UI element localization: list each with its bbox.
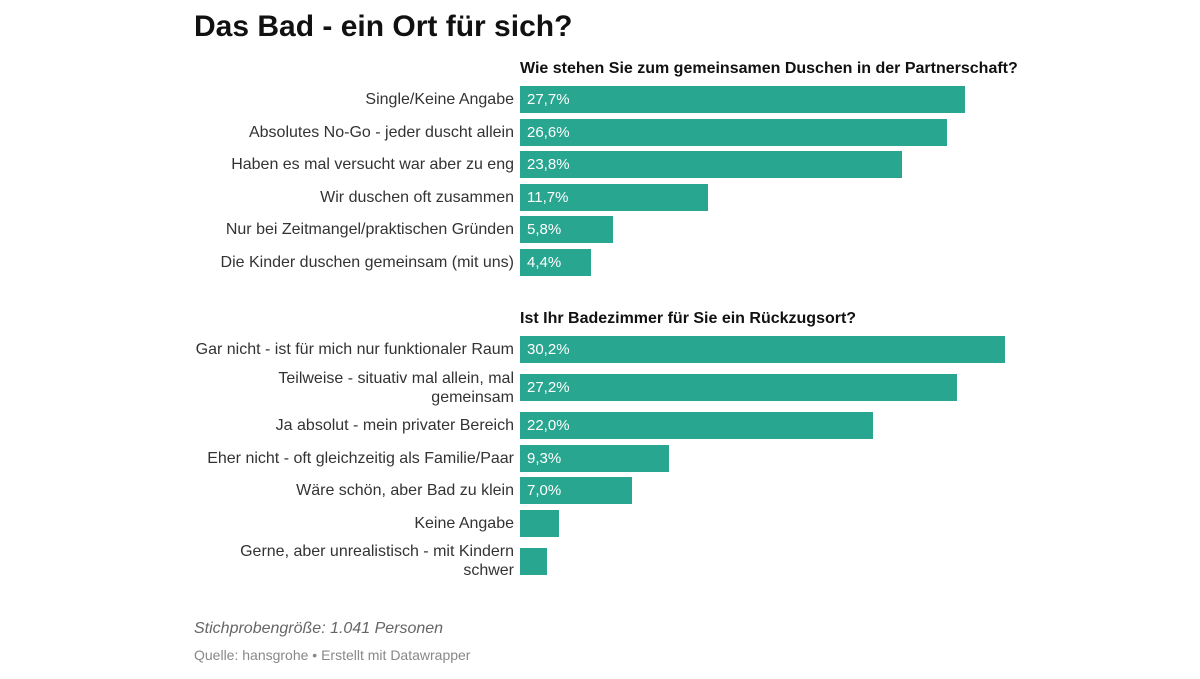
bar	[520, 183, 708, 211]
category-label: Teilweise - situativ mal allein, mal gem…	[278, 369, 514, 406]
bar-row: Nur bei Zeitmangel/praktischen Gründen 5,…	[194, 216, 1024, 243]
bar-track: 11,7%	[520, 183, 1020, 211]
category-label: Haben es mal versucht war aber zu eng	[231, 156, 514, 173]
bar	[520, 118, 948, 146]
bar-row: Keine Angabe	[194, 509, 1024, 537]
bar-row: Haben es mal versucht war aber zu eng 23,…	[194, 151, 1024, 178]
value-label: 27,7%	[527, 91, 570, 108]
value-label: 27,2%	[527, 379, 570, 396]
bar-track: 27,7%	[520, 86, 1020, 113]
bar-row: Eher nicht - oft gleichzeitig als Famili…	[194, 444, 1024, 472]
chart-subtitle: Ist Ihr Badezimmer für Sie ein Rückzugso…	[520, 310, 857, 327]
category-label: Wäre schön, aber Bad zu klein	[296, 482, 514, 499]
category-label: Single/Keine Angabe	[365, 91, 514, 108]
bar	[520, 509, 559, 537]
bar-row: Single/Keine Angabe 27,7%	[194, 86, 1024, 113]
category-label: Ja absolut - mein privater Bereich	[275, 417, 514, 434]
category-label: Nur bei Zeitmangel/praktischen Gründen	[225, 221, 514, 238]
bar-track: 27,2%	[520, 374, 1020, 401]
bar-row: Gar nicht - ist für mich nur funktionale…	[194, 336, 1024, 363]
bar-row: Die Kinder duschen gemeinsam (mit uns) 4,…	[194, 248, 1024, 276]
bar-track: 23,8%	[520, 151, 1020, 178]
bar-track: 22,0%	[520, 412, 1020, 439]
category-label: Keine Angabe	[414, 514, 514, 532]
value-label: 22,0%	[527, 417, 570, 434]
bar	[520, 477, 633, 504]
category-label: Absolutes No-Go - jeder duscht allein	[248, 123, 514, 141]
bar-track	[520, 509, 1020, 537]
bar	[520, 151, 903, 178]
category-label: Gerne, aber unrealistisch - mit Kindern …	[240, 543, 514, 579]
chart-subtitle: Wie stehen Sie zum gemeinsamen Duschen i…	[520, 60, 1018, 77]
value-label: 5,8%	[527, 221, 562, 238]
value-label: 23,8%	[527, 156, 570, 173]
bar-track: 7,0%	[520, 477, 1020, 504]
bar-row: Absolutes No-Go - jeder duscht allein 26,…	[194, 118, 1024, 146]
category-label: Die Kinder duschen gemeinsam (mit uns)	[220, 253, 514, 271]
value-label: 30,2%	[527, 341, 570, 358]
bar	[520, 216, 614, 243]
bar-track: 5,8%	[520, 216, 1020, 243]
bar-track: 9,3%	[520, 444, 1020, 472]
bar-row: Wäre schön, aber Bad zu klein 7,0%	[194, 477, 1024, 504]
bar	[520, 547, 548, 575]
value-label: 11,7%	[527, 188, 569, 206]
bar	[520, 374, 957, 401]
category-label: Gar nicht - ist für mich nur funktionale…	[195, 341, 514, 358]
bar-track: 26,6%	[520, 118, 1020, 146]
chart: Wie stehen Sie zum gemeinsamen Duschen i…	[194, 60, 1024, 281]
bar-row: Wir duschen oft zusammen 11,7%	[194, 183, 1024, 211]
value-label: 7,0%	[527, 482, 562, 499]
value-label: 4,4%	[527, 253, 562, 271]
source: Quelle: hansgrohe • Erstellt mit Datawra…	[194, 647, 471, 663]
bar-row: Teilweise - situativ mal allein, mal gem…	[194, 369, 1024, 407]
bar	[520, 444, 670, 472]
value-label: 9,3%	[527, 449, 562, 467]
bar-row: Gerne, aber unrealistisch - mit Kindern …	[194, 542, 1024, 580]
bar	[520, 86, 965, 113]
category-label: Wir duschen oft zusammen	[320, 188, 514, 206]
value-label: 26,6%	[527, 123, 570, 141]
bar-track	[520, 547, 1020, 575]
notes: Stichprobengröße: 1.041 Personen	[194, 620, 444, 637]
bar	[520, 248, 591, 276]
bar-row: Ja absolut - mein privater Bereich 22,0%	[194, 412, 1024, 439]
bar-track: 4,4%	[520, 248, 1020, 276]
chart: Ist Ihr Badezimmer für Sie ein Rückzugso…	[194, 310, 1024, 586]
title: Das Bad - ein Ort für sich?	[194, 10, 573, 43]
bar	[520, 336, 1005, 363]
bar-track: 30,2%	[520, 336, 1020, 363]
category-label: Eher nicht - oft gleichzeitig als Famili…	[207, 449, 514, 467]
bar	[520, 412, 874, 439]
